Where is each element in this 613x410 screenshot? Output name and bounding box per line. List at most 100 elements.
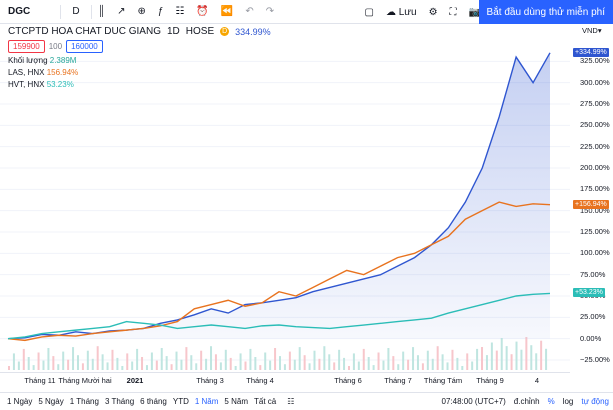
range-button[interactable]: 1 Ngày [7,396,33,406]
alert-icon[interactable]: ⏰ [196,6,209,17]
volume-bar [17,361,20,370]
volume-bar [545,348,548,370]
volume-bar [279,356,281,370]
range-button[interactable]: 6 tháng [140,396,167,406]
area-icon[interactable]: ↗ [117,6,126,17]
y-tick-label: 250.00% [580,120,610,130]
range-button[interactable]: 3 Tháng [104,396,135,406]
volume-bar [185,347,188,370]
percent-toggle[interactable]: % [547,397,555,406]
auto-toggle[interactable]: tự động [581,397,609,406]
volume-bar [190,355,193,370]
price-buttons: 159900 100 160000 [8,40,103,53]
y-tick-label: 200.00% [580,163,610,172]
volume-bar [495,350,498,370]
volume-bar [224,349,227,370]
volume-bar [402,351,405,370]
adjust-toggle[interactable]: đ.chỉnh [513,397,540,406]
free-trial-button[interactable]: Bắt đầu dùng thử miễn phí [478,0,613,24]
volume-bar [525,337,528,370]
interval-button[interactable]: D [72,6,80,17]
compare2-label: HVT, HNX [8,80,45,89]
volume-bar [141,357,144,370]
time-axis[interactable]: Tháng 11 Tháng Mười hai 2021 Tháng 3 Tháng 4… [0,372,570,386]
undo-icon[interactable]: ↶ [245,6,254,17]
y-tick-label: 275.00% [580,99,610,108]
volume-bar [8,366,10,370]
bar-style-icon[interactable]: ║ [98,6,106,17]
volume-bar [333,362,336,370]
range-button[interactable]: 1 Năm [194,396,219,406]
add-compare-icon[interactable]: ⊕ [137,6,146,17]
volume-bar [81,363,84,370]
range-button[interactable]: 5 Ngày [38,396,64,406]
save-label: Lưu [398,6,417,18]
clock-time: 07:48:00 (UTC+7) [441,397,506,406]
calendar-icon[interactable]: ☷ [287,396,295,406]
volume-bar [412,347,415,370]
volume-bar [219,362,222,370]
volume-bar [72,347,75,370]
replay-icon[interactable]: ⏪ [220,6,234,17]
volume-bar [500,338,503,370]
volume-bar [461,366,464,370]
volume-bar [367,357,370,370]
price-axis[interactable]: VND▾ 325.00% 300.00% 275.00% 250.00% 225.00%… [570,26,613,372]
volume-bar [298,347,301,370]
y-tick-label: −25.00% [580,355,610,364]
layout-icon[interactable]: ▢ [364,6,374,18]
volume-bar [244,361,247,370]
y-tick-label: 100.00% [580,248,610,258]
buy-price[interactable]: 160000 [66,40,103,53]
y-tick-label: 150.00% [580,205,610,215]
currency-select[interactable]: VND▾ [582,26,602,35]
volume-bar [67,359,70,370]
volume-bar [175,351,178,370]
templates-icon[interactable]: ☷ [175,6,185,17]
divider [60,4,61,19]
volume-bar [96,346,99,370]
range-button[interactable]: YTD [172,396,189,406]
settings-icon[interactable]: ⚙ [428,6,438,18]
volume-bar [101,354,104,370]
symbol-search[interactable]: DGC [8,6,31,17]
volume-bar [116,357,119,370]
volume-bar [318,358,321,370]
volume-bar [446,362,449,370]
fullscreen-icon[interactable]: ⛶ [449,6,457,18]
volume-bar [323,346,326,370]
y-tick-label: 225.00% [580,141,610,151]
range-button[interactable]: 1 Tháng [69,396,99,406]
indicators-icon[interactable]: ƒ [157,6,164,17]
volume-bar [288,351,291,370]
volume-bar [269,360,272,370]
range-button[interactable]: 5 Năm [224,396,248,406]
volume-bar [436,346,439,370]
volume-bar [328,354,331,370]
volume-bar [210,346,213,370]
divider [91,4,92,19]
save-button[interactable]: ☁ Lưu [380,0,423,24]
volume-bar [441,354,444,370]
volume-label: Khối lượng [8,56,48,65]
volume-bar [313,350,316,370]
volume-bar [200,350,203,370]
volume-bar [510,354,513,370]
range-button[interactable]: Tất cả [253,396,277,406]
volume-bar [338,349,341,370]
volume-bar [131,361,134,370]
camera-icon[interactable]: 📷 [468,6,481,18]
volume-bar [392,356,395,370]
compare1-label: LAS, HNX [8,68,45,77]
log-toggle[interactable]: log [562,397,574,406]
compare2-value: 53.23% [46,80,74,89]
volume-bar [397,364,400,370]
volume-bar [160,348,163,370]
bottom-bar: 1 Ngày 5 Ngày 1 Tháng 3 Tháng 6 tháng YTD 1 Nă… [0,392,613,409]
volume-bar [62,351,65,370]
las-price-badge: +156.94% [573,199,609,209]
redo-icon[interactable]: ↷ [265,6,275,17]
volume-bar [234,366,237,370]
sell-price[interactable]: 159900 [8,40,45,53]
